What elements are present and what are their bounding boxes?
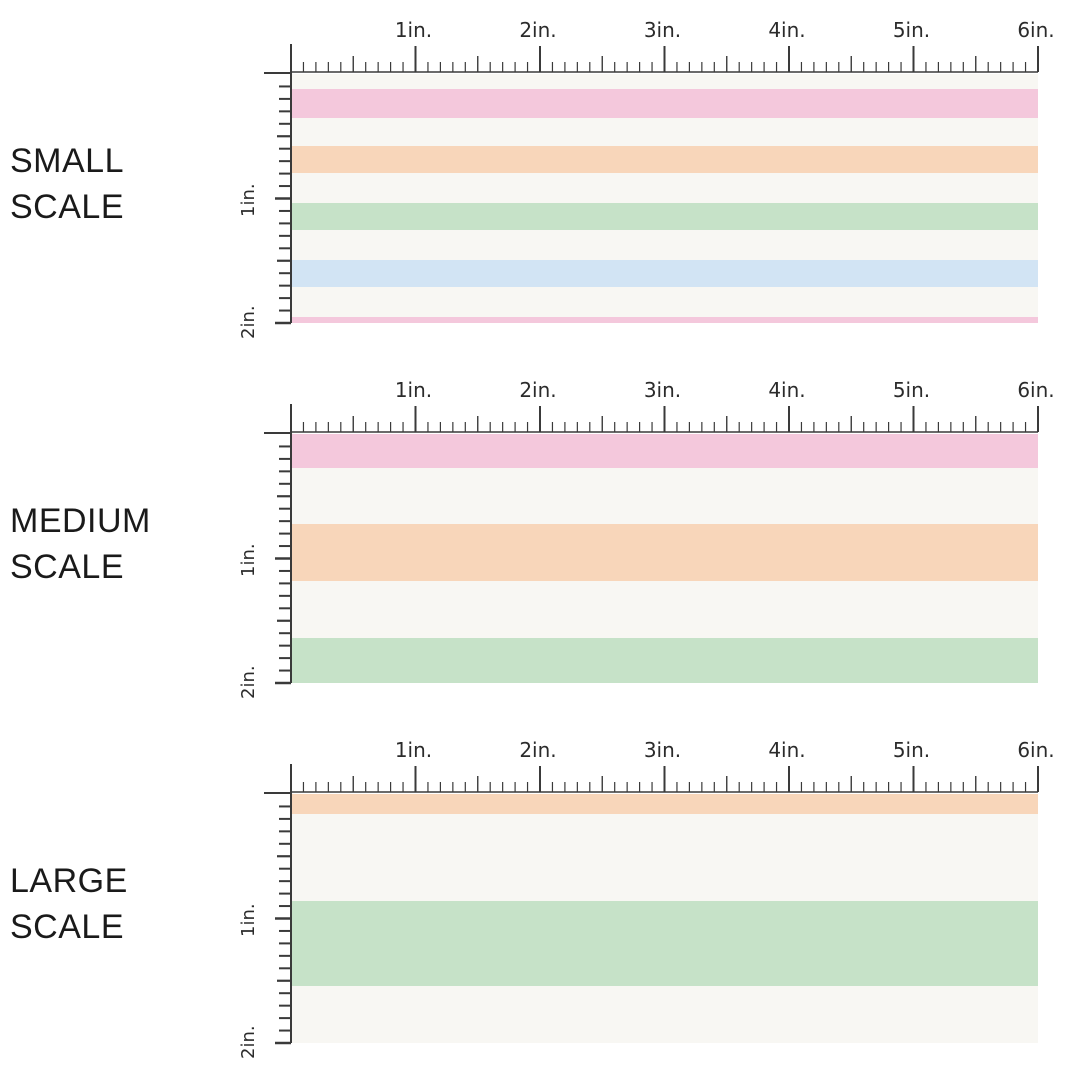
- h-ruler-label: 2in.: [519, 378, 557, 402]
- ruler: [264, 404, 1039, 685]
- h-ruler-label: 5in.: [892, 18, 931, 42]
- panel-large-scale: LARGE SCALE 1in. 2in. 3in. 4in. 5in. 6in. 1in.…: [0, 720, 1080, 1080]
- h-ruler-label: 3in.: [643, 738, 682, 762]
- scale-label-line2: SCALE: [10, 548, 124, 586]
- fabric-swatch: [291, 434, 1038, 683]
- stripe-green: [291, 638, 1038, 683]
- stripe-blue: [291, 260, 1038, 287]
- scale-label-line2: SCALE: [10, 188, 124, 226]
- scale-label-line1: LARGE: [10, 862, 128, 900]
- panel-small-scale: SMALL SCALE 1in. 2in. 3in. 4in. 5in. 6in. 1in.…: [0, 0, 1080, 360]
- h-ruler-label: 5in.: [892, 378, 931, 402]
- v-ruler-label: 2in.: [238, 1025, 259, 1059]
- h-ruler-label: 2in.: [519, 18, 557, 42]
- fabric-swatch: [291, 74, 1038, 323]
- scale-label: LARGE SCALE: [10, 858, 128, 950]
- v-ruler-label: 1in.: [238, 902, 259, 937]
- h-ruler-label: 1in.: [394, 378, 433, 402]
- stripe-green: [291, 203, 1038, 230]
- h-ruler-label: 6in.: [1017, 378, 1055, 402]
- scale-label-line1: SMALL: [10, 142, 124, 180]
- v-ruler-label: 1in.: [238, 542, 259, 577]
- scale-label: SMALL SCALE: [10, 138, 124, 230]
- stripe-pink: [291, 434, 1038, 468]
- h-ruler-label: 6in.: [1017, 738, 1055, 762]
- fabric-swatch: [291, 794, 1038, 1043]
- stripe-pink: [291, 317, 1038, 323]
- panel-medium-scale: MEDIUM SCALE 1in. 2in. 3in. 4in. 5in. 6in. 1in…: [0, 360, 1080, 720]
- h-ruler-label: 4in.: [768, 738, 806, 762]
- h-ruler-label: 5in.: [892, 738, 931, 762]
- h-ruler-label: 1in.: [394, 738, 433, 762]
- h-ruler-label: 3in.: [643, 18, 682, 42]
- v-ruler-label: 2in.: [238, 305, 259, 339]
- stripe-peach: [291, 524, 1038, 581]
- h-ruler-label: 2in.: [519, 738, 557, 762]
- stripe-peach: [291, 794, 1038, 814]
- scale-label-line1: MEDIUM: [10, 502, 151, 540]
- h-ruler-label: 6in.: [1017, 18, 1055, 42]
- stripe-peach: [291, 146, 1038, 173]
- ruler: [264, 44, 1039, 325]
- h-ruler-label: 4in.: [768, 18, 806, 42]
- stripe-pink: [291, 89, 1038, 118]
- v-ruler-label: 2in.: [238, 665, 259, 699]
- scale-label: MEDIUM SCALE: [10, 498, 151, 590]
- v-ruler-label: 1in.: [238, 182, 259, 217]
- stripe-green: [291, 901, 1038, 986]
- h-ruler-label: 3in.: [643, 378, 682, 402]
- h-ruler-label: 1in.: [394, 18, 433, 42]
- scale-label-line2: SCALE: [10, 908, 124, 946]
- ruler: [264, 764, 1039, 1045]
- h-ruler-label: 4in.: [768, 378, 806, 402]
